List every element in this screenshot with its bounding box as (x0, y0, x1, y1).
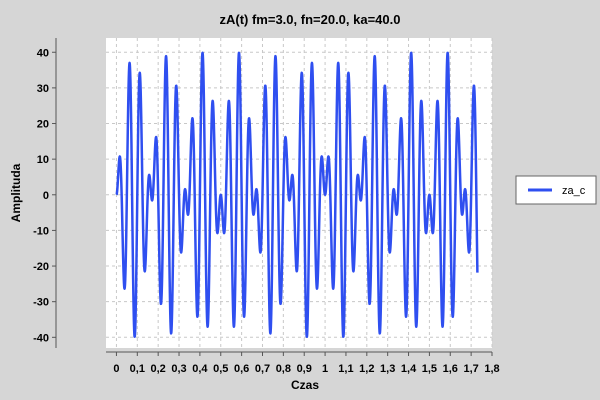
x-tick-label: 0,2 (151, 363, 166, 375)
x-tick-label: 1,8 (484, 363, 499, 375)
series-group (115, 51, 479, 338)
x-axis-label: Czas (291, 378, 319, 392)
y-tick-label: 20 (37, 119, 49, 131)
x-tick-label: 1,5 (422, 363, 437, 375)
legend-entry-label: za_c (562, 185, 586, 197)
y-tick-label: -40 (33, 332, 49, 344)
x-tick-label: 1,7 (463, 363, 478, 375)
x-ticks: 0 0,1 0,2 0,3 0,4 0,5 0,6 0,7 0,8 0,9 1 1,1 1,2 1,3 1,… (113, 352, 500, 375)
x-tick-label: 1,6 (443, 363, 458, 375)
x-tick-label: 0,1 (130, 363, 145, 375)
legend: za_c (515, 175, 597, 205)
y-tick-label: -10 (33, 225, 49, 237)
x-tick-label: 1 (322, 363, 328, 375)
y-ticks: -40 -30 -20 -10 0 10 20 30 40 (33, 47, 56, 344)
x-tick-label: 0,8 (276, 363, 291, 375)
y-tick-label: 10 (37, 154, 49, 166)
y-tick-label: -30 (33, 297, 49, 309)
y-tick-label: 0 (43, 190, 49, 202)
x-tick-label: 1,2 (359, 363, 374, 375)
x-tick-label: 1,4 (401, 363, 417, 375)
x-tick-label: 0,7 (255, 363, 270, 375)
x-tick-label: 0,3 (171, 363, 186, 375)
x-tick-label: 0 (113, 363, 119, 375)
x-tick-label: 0,4 (192, 363, 208, 375)
y-tick-label: -20 (33, 261, 49, 273)
x-tick-label: 1,3 (380, 363, 395, 375)
chart-title: zA(t) fm=3.0, fn=20.0, ka=40.0 (219, 12, 400, 27)
y-tick-label: 30 (37, 83, 49, 95)
y-axis-label: Amplituda (9, 163, 23, 222)
x-tick-label: 1,1 (338, 363, 353, 375)
x-tick-label: 0,6 (234, 363, 249, 375)
x-tick-label: 0,9 (297, 363, 312, 375)
series-line-za_c (115, 51, 479, 338)
x-tick-label: 0,5 (213, 363, 228, 375)
y-tick-label: 40 (37, 47, 49, 59)
